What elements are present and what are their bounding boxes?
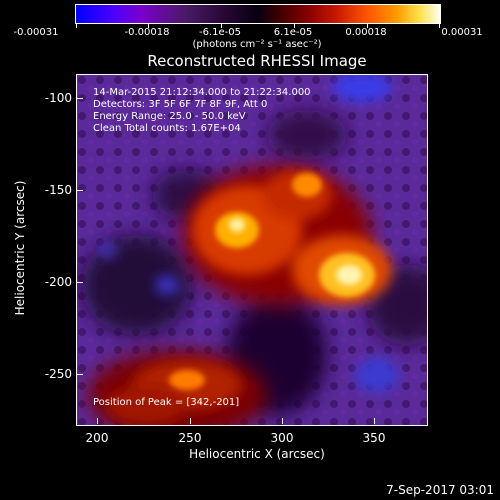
- x-tick: [97, 418, 98, 424]
- x-tick-label: 200: [85, 431, 109, 445]
- y-tick-label: -150: [44, 183, 72, 197]
- y-axis-label: Heliocentric Y (arcsec): [13, 180, 27, 316]
- colorbar-tick-label: 0.00018: [345, 27, 387, 38]
- flare-peak: [229, 218, 362, 285]
- colorbar-tick: [439, 23, 440, 28]
- detectors: Detectors: 3F 5F 6F 7F 8F 9F, Att 0: [93, 99, 268, 110]
- x-tick: [190, 418, 191, 424]
- colorbar-tick: [221, 23, 222, 28]
- y-tick-label: -100: [44, 91, 72, 105]
- colorbar-tick: [367, 23, 368, 28]
- hxr-image: [77, 75, 427, 425]
- blue-patches: [97, 75, 399, 393]
- time-range: 14-Mar-2015 21:12:34.000 to 21:22:34.000: [93, 87, 311, 98]
- colorbar-tick-label: -0.00018: [124, 27, 170, 38]
- colorbar-tick-label: -6.1e-05: [199, 27, 241, 38]
- colorbar-tick-label: 6.1e-05: [273, 27, 313, 38]
- colorbar-unit: (photons cm⁻² s⁻¹ asec⁻²): [192, 39, 322, 50]
- x-axis-label: Heliocentric X (arcsec): [189, 447, 325, 461]
- x-tick-label: 300: [270, 431, 294, 445]
- colorbar-tick-label: 0.00031: [441, 27, 483, 38]
- colorbar-tick-label: -0.00031: [13, 27, 59, 38]
- plot-title: Reconstructed RHESSI Image: [147, 52, 367, 70]
- colorbar-tick: [294, 23, 295, 28]
- energy-range: Energy Range: 25.0 - 50.0 keV: [93, 111, 246, 122]
- y-tick: [77, 190, 83, 191]
- y-tick: [77, 282, 83, 283]
- footer-timestamp: 7-Sep-2017 03:01: [386, 483, 494, 497]
- peak-position: Position of Peak = [342,-201]: [93, 397, 240, 408]
- colorbar-tick: [76, 23, 77, 28]
- y-tick: [77, 98, 83, 99]
- x-tick-label: 250: [178, 431, 202, 445]
- x-tick-label: 350: [362, 431, 386, 445]
- x-tick: [374, 418, 375, 424]
- x-tick: [282, 418, 283, 424]
- image-plot: [76, 74, 428, 426]
- colorbar: [75, 4, 441, 28]
- y-tick-label: -200: [44, 275, 72, 289]
- colorbar-tick: [148, 23, 149, 28]
- y-tick-label: -250: [44, 367, 72, 381]
- y-tick: [77, 374, 83, 375]
- clean-counts: Clean Total counts: 1.67E+04: [93, 123, 241, 134]
